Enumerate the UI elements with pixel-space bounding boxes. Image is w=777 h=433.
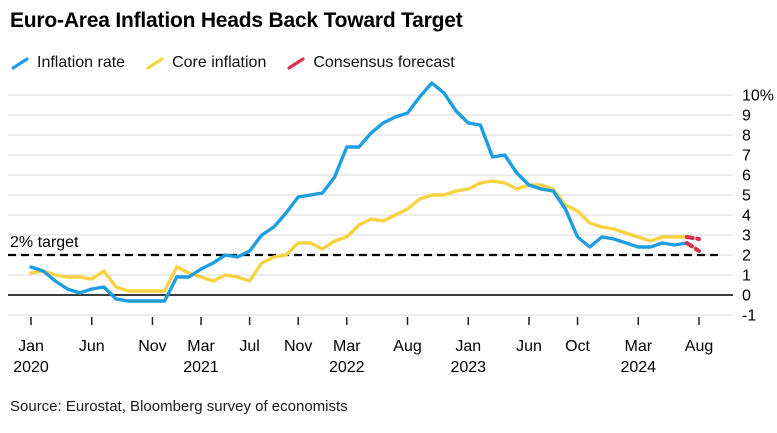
- source-attribution: Source: Eurostat, Bloomberg survey of ec…: [10, 398, 348, 415]
- y-tick-label: 7: [742, 148, 751, 165]
- line-swatch-icon: [287, 56, 305, 70]
- x-tick-label: Mar: [624, 338, 652, 355]
- x-tick-label: Aug: [393, 338, 421, 355]
- target-line-label: 2% target: [10, 234, 79, 251]
- y-tick-label: 10%: [742, 88, 774, 105]
- x-tick-label: Jul: [239, 338, 259, 355]
- x-tick-label: Nov: [284, 338, 312, 355]
- x-tick-year-label: 2020: [13, 359, 49, 376]
- line-swatch-icon: [146, 56, 164, 70]
- series-line-consensus-forecast-inflation-rate-: [684, 241, 701, 253]
- x-tick-label: Mar: [333, 338, 361, 355]
- page-title: Euro-Area Inflation Heads Back Toward Ta…: [10, 9, 463, 32]
- x-tick-year-label: 2022: [329, 359, 365, 376]
- y-tick-label: 1: [742, 268, 751, 285]
- x-tick-label: Jan: [455, 338, 481, 355]
- x-tick-label: Aug: [685, 338, 713, 355]
- y-tick-label: 4: [742, 208, 751, 225]
- x-tick-year-label: 2024: [620, 359, 656, 376]
- x-tick-label: Mar: [187, 338, 215, 355]
- y-tick-label: 2: [742, 248, 751, 265]
- y-tick-label: 6: [742, 168, 751, 185]
- y-tick-label: 0: [742, 288, 751, 305]
- legend-label: Consensus forecast: [313, 54, 455, 71]
- x-tick-label: Oct: [565, 338, 590, 355]
- x-tick-label: Nov: [138, 338, 166, 355]
- y-tick-label: 5: [742, 188, 751, 205]
- y-tick-label: 8: [742, 128, 751, 145]
- series-line-consensus-forecast-core-inflation-: [684, 235, 701, 241]
- y-tick-label: 3: [742, 228, 751, 245]
- legend-item-core-inflation: Core inflation: [146, 54, 266, 72]
- x-tick-label: Jun: [516, 338, 542, 355]
- legend-label: Inflation rate: [37, 54, 126, 71]
- x-tick-year-label: 2021: [183, 359, 219, 376]
- legend-item-inflation-rate: Inflation rate: [11, 54, 125, 72]
- legend-item-consensus-forecast: Consensus forecast: [287, 54, 455, 72]
- legend-label: Core inflation: [172, 54, 267, 71]
- x-tick-year-label: 2023: [450, 359, 486, 376]
- y-tick-label: 9: [742, 108, 751, 125]
- series-line-core-inflation: [29, 179, 689, 293]
- y-tick-label: -1: [742, 308, 756, 325]
- x-tick-label: Jan: [18, 338, 44, 355]
- line-swatch-icon: [11, 56, 29, 70]
- series-line-inflation-rate: [29, 81, 689, 303]
- chart-legend: Inflation rate Core inflation Consensus …: [11, 54, 455, 72]
- x-tick-label: Jun: [79, 338, 105, 355]
